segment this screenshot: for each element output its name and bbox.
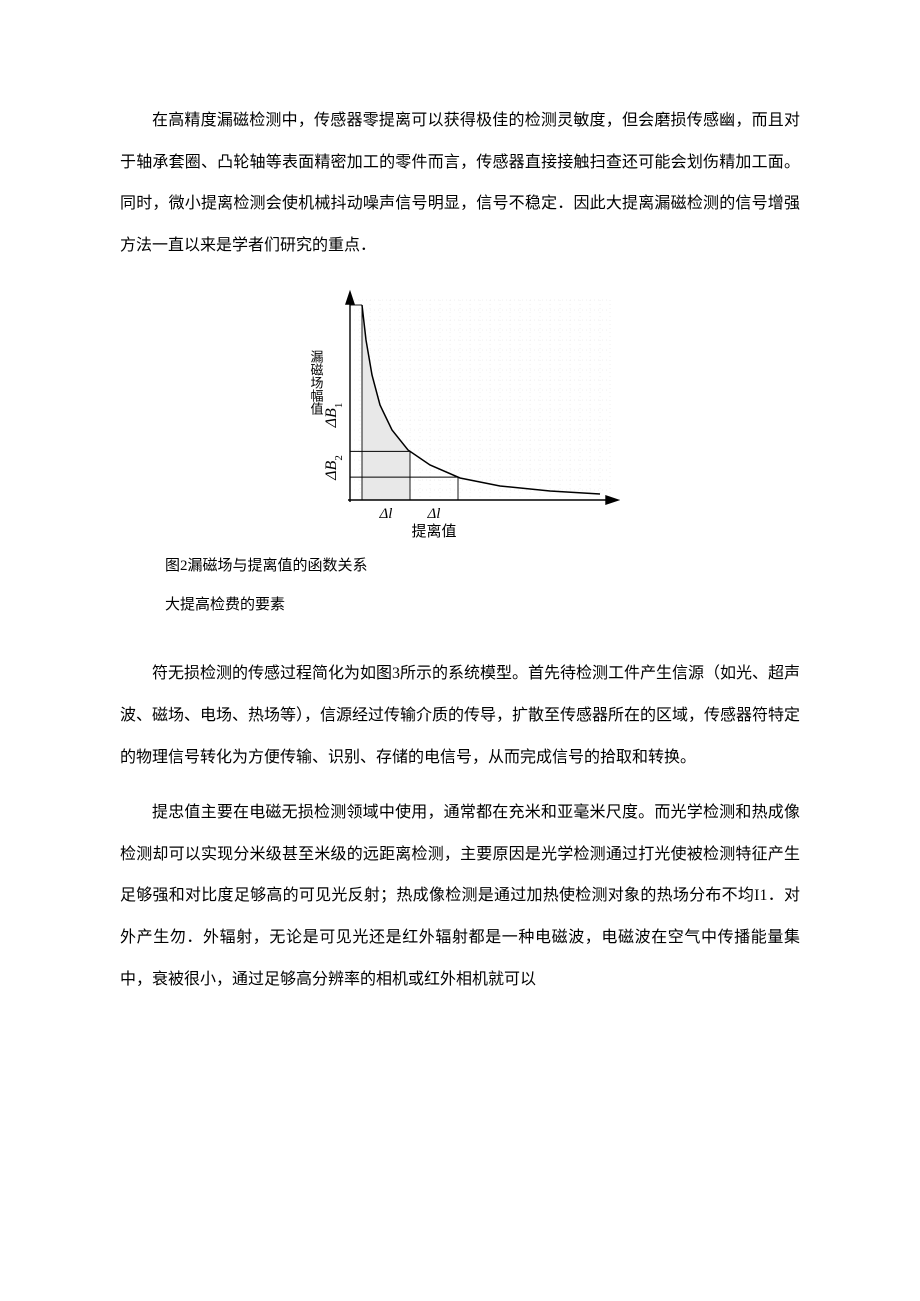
x-tick-label: Δl [427, 506, 441, 522]
x-axis-label: 提离值 [411, 523, 456, 540]
section-subtitle: 大提高检费的要素 [120, 587, 800, 623]
shaded-region [362, 305, 410, 500]
y-tick-label: ΔB2 [323, 456, 345, 482]
figure-2-container: ΔlΔl提离值ΔB1ΔB2漏磁场幅值 [120, 280, 800, 540]
svg-text:漏磁场幅值: 漏磁场幅值 [309, 350, 324, 417]
paragraph-3: 提忠值主要在电磁无损检测领域中使用，通常都在充米和亚毫米尺度。而光学检测和热成像… [120, 792, 800, 1000]
x-tick-label: Δl [379, 506, 393, 522]
svg-text:ΔB1: ΔB1 [323, 403, 345, 429]
paragraph-1: 在高精度漏磁检测中，传感器零提离可以获得极佳的检测灵敏度，但会磨损传感幽，而且对… [120, 100, 800, 266]
paragraph-2: 符无损检测的传感过程简化为如图3所示的系统模型。首先待检测工件产生信源（如光、超… [120, 653, 800, 778]
y-axis-label: 漏磁场幅值 [309, 350, 324, 417]
figure-2-chart: ΔlΔl提离值ΔB1ΔB2漏磁场幅值 [300, 280, 620, 540]
figure-2-caption: 图2漏磁场与提离值的函数关系 [120, 550, 800, 583]
svg-text:ΔB2: ΔB2 [323, 456, 345, 482]
y-tick-label: ΔB1 [323, 403, 345, 429]
